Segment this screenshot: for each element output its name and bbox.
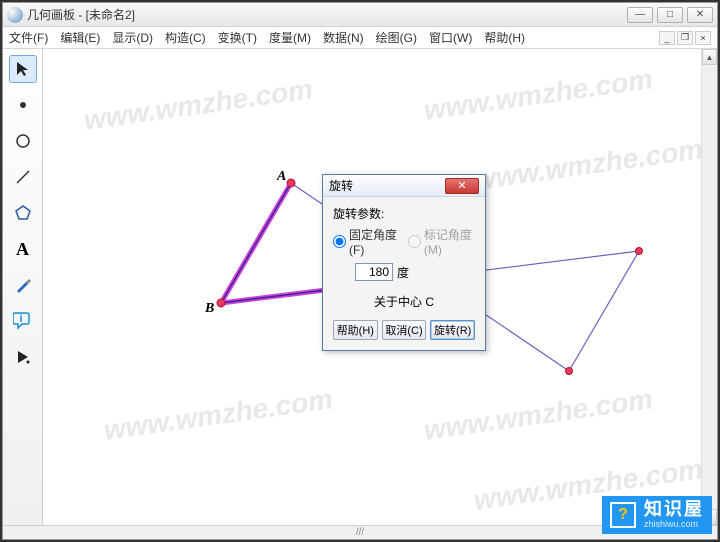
vertical-scrollbar[interactable]: ▲ ▼ — [701, 49, 717, 525]
menu-window[interactable]: 窗口(W) — [429, 29, 472, 46]
menu-construct[interactable]: 构造(C) — [165, 29, 206, 46]
toolbox: A i — [3, 49, 43, 525]
app-icon — [7, 7, 23, 23]
canvas[interactable]: www.wmzhe.com www.wmzhe.com www.wmzhe.co… — [43, 49, 717, 525]
menu-display[interactable]: 显示(D) — [112, 29, 153, 46]
window-title: 几何画板 - [未命名2] — [27, 6, 135, 23]
mdi-buttons: _ ❐ × — [659, 31, 711, 45]
mdi-close-button[interactable]: × — [695, 31, 711, 45]
radio-marked-input — [408, 235, 421, 248]
scroll-up-button[interactable]: ▲ — [702, 49, 717, 65]
menu-graph[interactable]: 绘图(G) — [376, 29, 417, 46]
tool-polygon[interactable] — [9, 199, 37, 227]
radio-marked-angle[interactable]: 标记角度(M) — [408, 226, 475, 257]
dialog-titlebar[interactable]: 旋转 ✕ — [323, 175, 485, 197]
brand-cn: 知识屋 — [644, 500, 704, 520]
minimize-button[interactable]: — — [627, 7, 653, 23]
app-window: 几何画板 - [未命名2] — □ ✕ 文件(F) 编辑(E) 显示(D) 构造… — [2, 2, 718, 540]
mdi-min-button[interactable]: _ — [659, 31, 675, 45]
cancel-button[interactable]: 取消(C) — [382, 320, 427, 340]
help-button[interactable]: 帮助(H) — [333, 320, 378, 340]
brand-badge: ? 知识屋 zhishiwu.com — [602, 496, 712, 534]
tool-point[interactable] — [9, 91, 37, 119]
menu-items: 文件(F) 编辑(E) 显示(D) 构造(C) 变换(T) 度量(M) 数据(N… — [9, 29, 525, 46]
point-label-a: A — [277, 169, 286, 185]
dialog-group-label: 旋转参数: — [333, 205, 475, 222]
rotate-button[interactable]: 旋转(R) — [430, 320, 475, 340]
point-label-b: B — [205, 301, 214, 317]
maximize-button[interactable]: □ — [657, 7, 683, 23]
status-grip: /// — [356, 527, 364, 538]
brand-icon: ? — [610, 502, 636, 528]
rotate-dialog: 旋转 ✕ 旋转参数: 固定角度(F) 标记角度(M) 度 关于中心 C — [322, 174, 486, 351]
angle-input[interactable] — [355, 263, 393, 281]
menu-help[interactable]: 帮助(H) — [484, 29, 525, 46]
menu-edit[interactable]: 编辑(E) — [60, 29, 100, 46]
mdi-restore-button[interactable]: ❐ — [677, 31, 693, 45]
tool-arrow[interactable] — [9, 55, 37, 83]
tool-info[interactable]: i — [9, 307, 37, 335]
center-label: 关于中心 C — [333, 293, 475, 310]
menubar: 文件(F) 编辑(E) 显示(D) 构造(C) 变换(T) 度量(M) 数据(N… — [3, 27, 717, 49]
tool-play[interactable] — [9, 343, 37, 371]
radio-fixed-input[interactable] — [333, 235, 346, 248]
close-button[interactable]: ✕ — [687, 7, 713, 23]
radio-fixed-angle[interactable]: 固定角度(F) — [333, 226, 398, 257]
svg-text:i: i — [19, 313, 22, 325]
workarea: A i www.wmzhe.com www.wmzhe.com www.wmzh… — [3, 49, 717, 525]
menu-measure[interactable]: 度量(M) — [269, 29, 311, 46]
titlebar: 几何画板 - [未命名2] — □ ✕ — [3, 3, 717, 27]
dialog-body: 旋转参数: 固定角度(F) 标记角度(M) 度 关于中心 C 帮助(H) 取消(… — [323, 197, 485, 350]
dialog-title: 旋转 — [329, 177, 353, 194]
brand-en: zhishiwu.com — [644, 520, 704, 530]
tool-line[interactable] — [9, 163, 37, 191]
tool-text[interactable]: A — [9, 235, 37, 263]
menu-transform[interactable]: 变换(T) — [218, 29, 257, 46]
tool-circle[interactable] — [9, 127, 37, 155]
dialog-close-button[interactable]: ✕ — [445, 178, 479, 194]
menu-data[interactable]: 数据(N) — [323, 29, 364, 46]
menu-file[interactable]: 文件(F) — [9, 29, 48, 46]
tool-marker[interactable] — [9, 271, 37, 299]
angle-unit: 度 — [397, 264, 409, 281]
